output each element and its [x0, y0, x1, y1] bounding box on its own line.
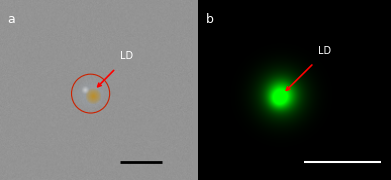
Text: LD: LD: [318, 46, 331, 56]
Text: LD: LD: [120, 51, 133, 61]
Text: a: a: [8, 13, 16, 26]
Text: b: b: [206, 13, 214, 26]
